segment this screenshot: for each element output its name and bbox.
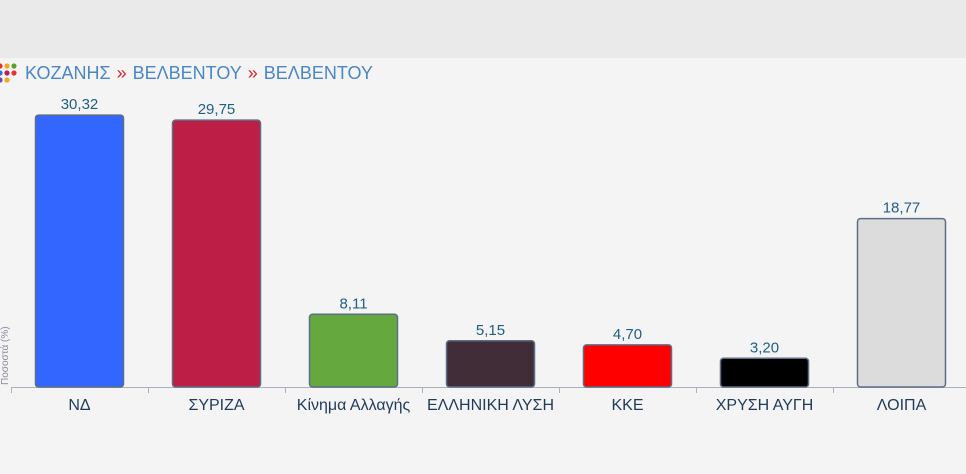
bar-6 (856, 217, 947, 388)
bar-0 (34, 114, 125, 388)
x-tick-label: ΕΛΛΗΝΙΚΗ ΛΥΣΗ (427, 397, 554, 414)
x-tick-label: Κίνημα Αλλαγής (297, 397, 411, 414)
breadcrumb: ΚΟΖΑΝΗΣ » ΒΕΛΒΕΝΤΟΥ » ΒΕΛΒΕΝΤΟΥ (0, 62, 373, 84)
x-tick-label: ΣΥΡΙΖΑ (188, 397, 244, 414)
breadcrumb-item-municipality[interactable]: ΒΕΛΒΕΝΤΟΥ (132, 62, 242, 83)
breadcrumb-separator: » (116, 62, 127, 83)
bar-value-label: 18,77 (883, 200, 921, 217)
bar-4 (582, 344, 673, 388)
breadcrumb-separator: » (247, 62, 258, 83)
x-tick-label: ΧΡΥΣΗ ΑΥΓΗ (716, 397, 814, 414)
bar-5 (719, 357, 810, 388)
top-band (0, 0, 966, 58)
x-tick-label: ΝΔ (68, 397, 91, 414)
bar-value-label: 4,70 (613, 326, 642, 343)
x-tick-label: ΛΟΙΠΑ (877, 397, 927, 414)
party-dots-logo-icon (0, 63, 17, 83)
breadcrumb-item-unit: ΒΕΛΒΕΝΤΟΥ (263, 62, 373, 83)
breadcrumb-item-region[interactable]: ΚΟΖΑΝΗΣ (25, 62, 111, 83)
bar-value-label: 3,20 (750, 339, 779, 356)
bar-value-label: 8,11 (339, 295, 367, 312)
bar-1 (171, 119, 262, 388)
bar-3 (445, 340, 536, 388)
x-tick-label: ΚΚΕ (611, 397, 643, 414)
y-axis-title: Ποσοστά (%) (0, 326, 11, 385)
bar-value-label: 29,75 (198, 101, 236, 118)
bar-value-label: 30,32 (61, 96, 99, 113)
bar-value-label: 5,15 (476, 322, 505, 339)
bar-2 (308, 313, 399, 388)
